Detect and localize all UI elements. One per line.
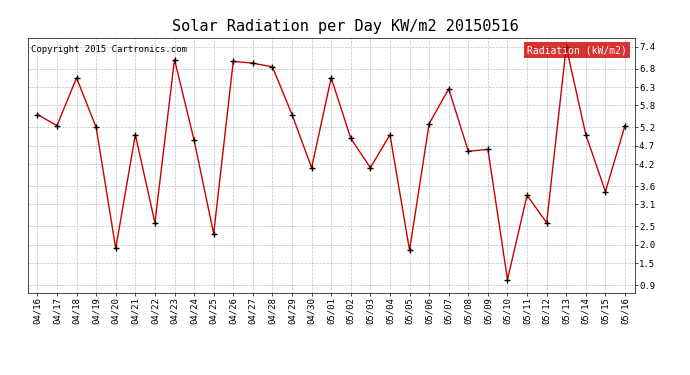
Legend: Radiation (kW/m2): Radiation (kW/m2) xyxy=(524,42,630,58)
Radiation (kW/m2) xyxy=(112,246,120,251)
Radiation (kW/m2) xyxy=(53,123,61,128)
Radiation (kW/m2) xyxy=(72,76,81,80)
Radiation (kW/m2) xyxy=(484,147,492,152)
Radiation (kW/m2) xyxy=(523,193,531,198)
Radiation (kW/m2) xyxy=(308,165,316,170)
Radiation (kW/m2) xyxy=(366,165,375,170)
Radiation (kW/m2) xyxy=(346,136,355,141)
Radiation (kW/m2) xyxy=(229,59,237,64)
Radiation (kW/m2) xyxy=(170,57,179,62)
Radiation (kW/m2) xyxy=(582,132,590,137)
Radiation (kW/m2) xyxy=(464,149,473,153)
Radiation (kW/m2) xyxy=(33,112,41,117)
Radiation (kW/m2) xyxy=(288,112,296,117)
Radiation (kW/m2) xyxy=(327,76,335,80)
Radiation (kW/m2) xyxy=(601,189,609,194)
Radiation (kW/m2) xyxy=(562,44,571,49)
Radiation (kW/m2) xyxy=(425,122,433,126)
Radiation (kW/m2) xyxy=(151,220,159,225)
Radiation (kW/m2) xyxy=(210,231,218,236)
Radiation (kW/m2) xyxy=(386,132,394,137)
Radiation (kW/m2) xyxy=(621,123,629,128)
Line: Radiation (kW/m2): Radiation (kW/m2) xyxy=(34,44,628,282)
Radiation (kW/m2) xyxy=(444,87,453,91)
Radiation (kW/m2) xyxy=(131,132,139,137)
Radiation (kW/m2) xyxy=(248,61,257,65)
Text: Solar Radiation per Day KW/m2 20150516: Solar Radiation per Day KW/m2 20150516 xyxy=(172,19,518,34)
Radiation (kW/m2) xyxy=(92,125,100,130)
Radiation (kW/m2) xyxy=(406,248,414,252)
Text: Copyright 2015 Cartronics.com: Copyright 2015 Cartronics.com xyxy=(30,45,186,54)
Radiation (kW/m2) xyxy=(542,220,551,225)
Radiation (kW/m2) xyxy=(503,278,511,282)
Radiation (kW/m2) xyxy=(190,138,198,142)
Radiation (kW/m2) xyxy=(268,64,277,69)
